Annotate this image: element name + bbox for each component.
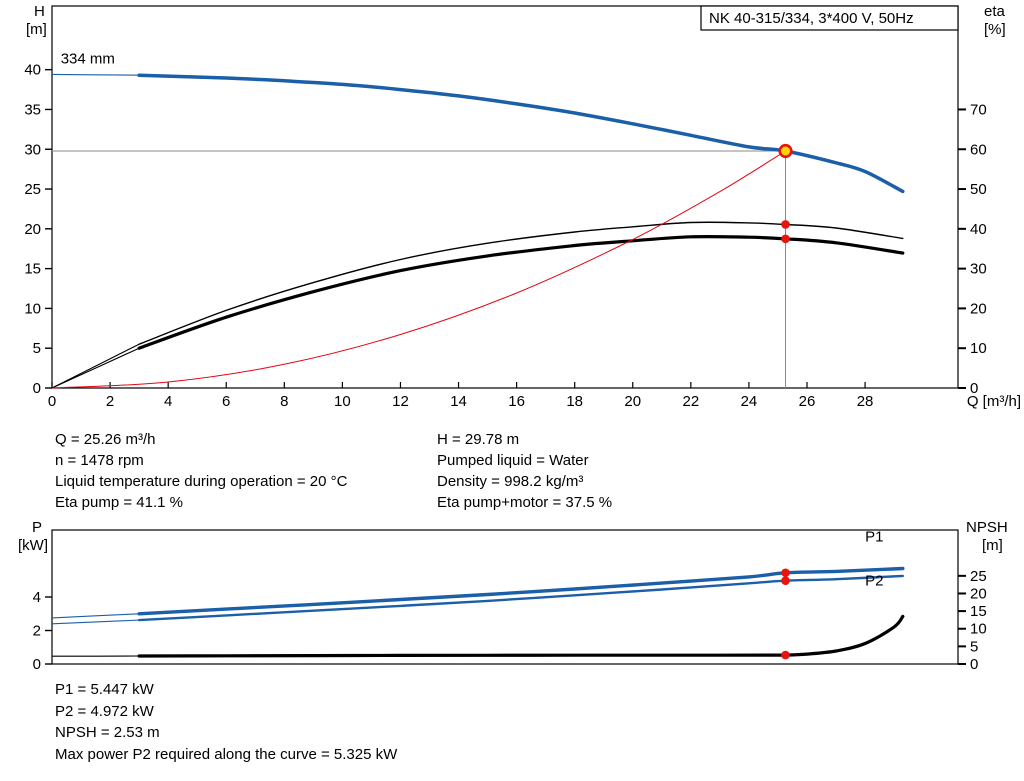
y-right-tick-label: 60 (970, 141, 987, 158)
y-left-tick-label: 25 (24, 181, 41, 198)
y-left-tick-label: 4 (33, 589, 41, 606)
y-left-tick-label: 30 (24, 141, 41, 158)
x-tick-label: 0 (48, 393, 56, 410)
p1-curve (137, 566, 905, 616)
y-left-axis-label: [m] (26, 21, 47, 38)
y-left-tick-label: 2 (33, 623, 41, 640)
y-right-tick-label: 25 (970, 568, 987, 585)
y-right-tick-label: 40 (970, 221, 987, 238)
p1-value: P1 = 5.447 kW (55, 681, 154, 698)
head-curve-leadin (51, 73, 140, 76)
y-right-tick-label: 10 (970, 340, 987, 357)
eta-pump-motor-curve (137, 234, 905, 350)
liquid-temperature-value: Liquid temperature during operation = 20… (55, 473, 348, 490)
impeller-diameter-label: 334 mm (61, 50, 115, 67)
y-left-tick-label: 10 (24, 300, 41, 317)
series-label-p1: P1 (865, 529, 883, 546)
max-power-value: Max power P2 required along the curve = … (55, 745, 398, 763)
y-right-tick-label: 0 (970, 656, 978, 673)
chart-title: NK 40-315/334, 3*400 V, 50Hz (709, 10, 914, 27)
y-right-tick-label: 70 (970, 101, 987, 118)
y-right-axis-label: [m] (982, 537, 1003, 554)
y-right-tick-label: 20 (970, 300, 987, 317)
eta-pump-motor-curve-leadin (51, 347, 140, 389)
duty-point-info-right: H = 29.78 m Pumped liquid = Water Densit… (437, 429, 819, 513)
operating-point-marker (778, 143, 793, 159)
power-npsh-info: P1 = 5.447 kW P2 = 4.972 kW NPSH = 2.53 … (55, 679, 397, 765)
x-tick-label: 26 (799, 393, 816, 410)
y-right-tick-label: 0 (970, 380, 978, 397)
series-label-p2: P2 (865, 572, 883, 589)
p2-value: P2 = 4.972 kW (55, 702, 154, 720)
duty-marker-dot (781, 650, 790, 660)
x-tick-label: 24 (741, 393, 758, 410)
x-tick-label: 14 (450, 393, 467, 410)
x-tick-label: 16 (508, 393, 525, 410)
y-left-tick-label: 20 (24, 221, 41, 238)
duty-marker-dot (781, 568, 790, 578)
p1-curve-leadin (51, 613, 140, 619)
y-right-tick-label: 30 (970, 261, 987, 278)
x-tick-label: 22 (683, 393, 700, 410)
duty-marker-dot (781, 576, 790, 586)
y-left-tick-label: 5 (33, 340, 41, 357)
npsh-value: NPSH = 2.53 m (55, 724, 160, 741)
q-value: Q = 25.26 m³/h (55, 431, 156, 448)
y-left-tick-label: 0 (33, 656, 41, 673)
y-left-tick-label: 15 (24, 261, 41, 278)
y-right-axis-label: eta (984, 3, 1006, 20)
y-right-tick-label: 10 (970, 621, 987, 638)
y-right-tick-label: 50 (970, 181, 987, 198)
system-curve (51, 150, 786, 389)
y-left-axis-label: P (32, 519, 42, 536)
duty-marker-dot (781, 234, 790, 244)
speed-value: n = 1478 rpm (55, 452, 144, 469)
qh-eta-chart: 0 2 4 6 8 10 12 14 16 18 20 22 24 26 28051015202530354… (24, 3, 1021, 410)
duty-point-info: Q = 25.26 m³/h n = 1478 rpm Liquid tempe… (55, 429, 819, 513)
x-tick-label: 12 (392, 393, 409, 410)
density-value: Density = 998.2 kg/m³ (437, 473, 584, 490)
x-tick-label: 10 (334, 393, 351, 410)
head-curve (137, 73, 905, 194)
y-left-axis-label: [kW] (18, 537, 48, 554)
y-left-tick-label: 35 (24, 101, 41, 118)
eta-pump-value: Eta pump = 41.1 % (55, 494, 183, 511)
npsh-curve (137, 614, 905, 658)
x-tick-label: 28 (857, 393, 874, 410)
duty-point-info-left: Q = 25.26 m³/h n = 1478 rpm Liquid tempe… (55, 429, 437, 513)
p2-curve (137, 574, 904, 622)
eta-pump-motor-value: Eta pump+motor = 37.5 % (437, 494, 613, 511)
x-tick-label: 6 (222, 393, 230, 410)
y-right-axis-label: [%] (984, 21, 1006, 38)
duty-marker-dot (781, 220, 790, 229)
y-left-tick-label: 40 (24, 62, 41, 79)
pumped-liquid-value: Pumped liquid = Water (437, 452, 589, 469)
y-left-axis-label: H (34, 3, 45, 20)
x-tick-label: 20 (624, 393, 641, 410)
y-right-tick-label: 20 (970, 585, 987, 602)
y-right-tick-label: 15 (970, 603, 987, 620)
p2-curve-leadin (51, 619, 140, 625)
plot-border (51, 5, 959, 389)
x-tick-label: 2 (106, 393, 114, 410)
chart-title-box (700, 5, 959, 31)
x-tick-label: 4 (164, 393, 172, 410)
x-axis-label: Q [m³/h] (967, 393, 1021, 410)
plot-border (51, 529, 959, 665)
h-value: H = 29.78 m (437, 431, 520, 448)
x-tick-label: 8 (280, 393, 288, 410)
y-left-tick-label: 0 (33, 380, 41, 397)
y-right-tick-label: 5 (970, 638, 978, 655)
y-right-axis-label: NPSH (966, 519, 1008, 536)
x-tick-label: 18 (566, 393, 583, 410)
